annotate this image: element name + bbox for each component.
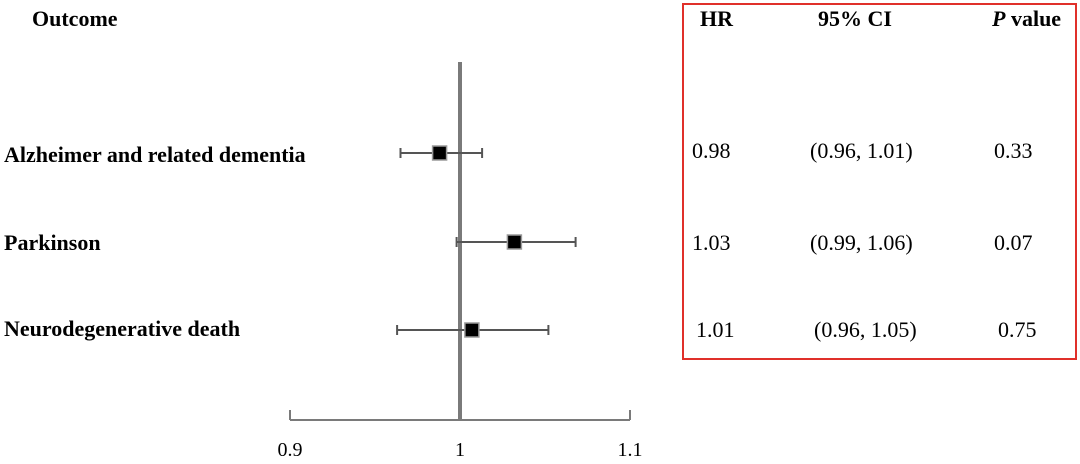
point-estimate-2: [464, 322, 480, 338]
hr-value-alzheimer: 0.98: [692, 138, 731, 163]
p-value-header: P value: [992, 6, 1062, 31]
p-value-neurodegenerative: 0.75: [998, 317, 1037, 342]
x-tick-label-2: 1.1: [618, 439, 643, 461]
outcome-header: Outcome: [32, 6, 118, 31]
ci-value-parkinson: (0.99, 1.06): [810, 230, 913, 255]
results-highlight-box: [682, 3, 1077, 360]
ci-value-neurodegenerative: (0.96, 1.05): [814, 317, 917, 342]
p-value-alzheimer: 0.33: [994, 138, 1033, 163]
point-estimate-1: [506, 234, 523, 250]
outcome-label-neurodegenerative: Neurodegenerative death: [4, 316, 241, 341]
p-value-parkinson: 0.07: [994, 230, 1033, 255]
outcome-label-alzheimer: Alzheimer and related dementia: [4, 142, 306, 167]
outcome-label-parkinson: Parkinson: [4, 230, 101, 255]
x-tick-label-0: 0.9: [278, 439, 303, 461]
hr-header: HR: [700, 6, 733, 31]
x-tick-label-1: 1: [455, 439, 465, 461]
hr-value-neurodegenerative: 1.01: [696, 317, 735, 342]
point-estimate-0: [431, 145, 448, 161]
ci-header: 95% CI: [818, 6, 892, 31]
ci-value-alzheimer: (0.96, 1.01): [810, 138, 913, 163]
hr-value-parkinson: 1.03: [692, 230, 731, 255]
